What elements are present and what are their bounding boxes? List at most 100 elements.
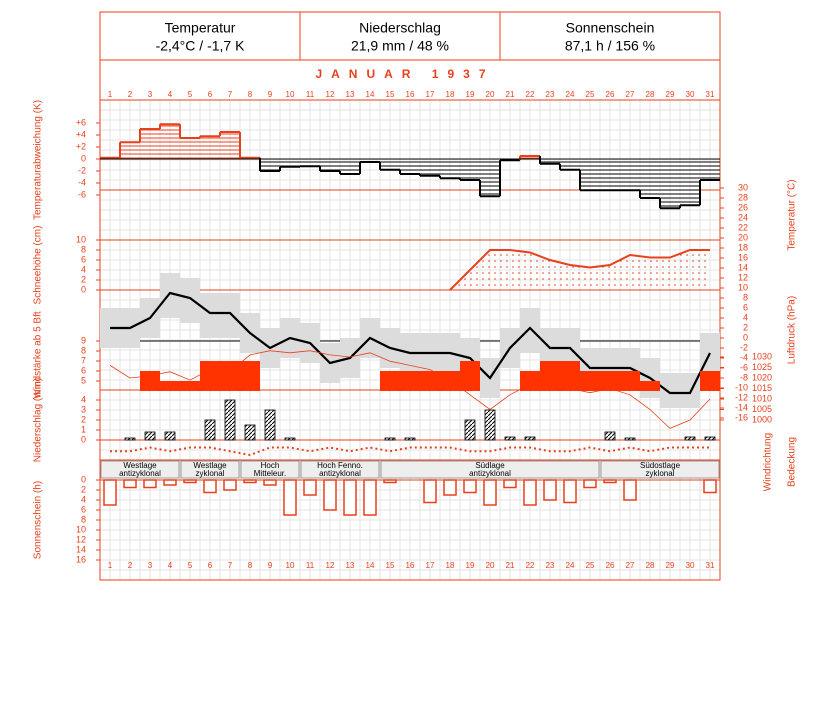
y-tick-label: +6 [76, 117, 86, 127]
bar [703, 479, 717, 494]
bar [400, 371, 420, 391]
bar [563, 479, 577, 504]
y-tick-label: 1015 [752, 383, 772, 393]
bar [103, 479, 117, 506]
bar [464, 419, 476, 441]
weather-type [300, 460, 380, 479]
day-label: 31 [706, 561, 715, 570]
day-label: 22 [526, 90, 535, 99]
y-tick-label: 1 [81, 424, 86, 434]
bar [363, 479, 377, 516]
day-label: 30 [686, 90, 695, 99]
bar [700, 371, 720, 391]
day-label: 2 [128, 90, 133, 99]
bar [560, 361, 580, 391]
day-label: 20 [486, 561, 495, 570]
bar [383, 479, 397, 484]
day-label: 4 [168, 90, 173, 99]
temperature-range [700, 333, 720, 378]
bar [440, 371, 460, 391]
bar [543, 479, 557, 501]
day-label: 5 [188, 561, 193, 570]
series-line [110, 291, 711, 395]
y-tick-label: -2 [78, 165, 86, 175]
day-label: 10 [286, 561, 295, 570]
bar [504, 436, 516, 441]
weather-type-label: Hoch Fenno. [317, 461, 363, 470]
y-tick-label: 1010 [752, 393, 772, 403]
anomaly-bar [340, 159, 360, 174]
bar [343, 479, 357, 516]
bar [323, 479, 337, 511]
anomaly-bar [360, 159, 380, 162]
bar [180, 381, 200, 391]
weather-type-label: Westlage [123, 461, 157, 470]
bar [524, 436, 536, 441]
axis-label: Schneehöhe (cm) [33, 226, 44, 305]
weather-type-label: Südlage [475, 461, 505, 470]
y-tick-label: -6 [78, 189, 86, 199]
bar [380, 371, 400, 391]
day-label: 12 [326, 561, 335, 570]
day-label: 18 [446, 90, 455, 99]
header-title: Sonnenschein [566, 20, 655, 36]
bar [204, 419, 216, 441]
bar [203, 479, 217, 494]
y-tick-label: 16 [76, 554, 86, 564]
bar [264, 409, 276, 441]
anomaly-bar [260, 159, 280, 171]
day-label: 23 [546, 561, 555, 570]
bar [240, 361, 260, 391]
anomaly-bar [520, 156, 540, 159]
day-label: 21 [506, 90, 515, 99]
bar [604, 431, 616, 441]
day-label: 29 [666, 561, 675, 570]
temperature-range [520, 308, 540, 353]
bar [244, 424, 256, 441]
bar [220, 361, 240, 391]
bar [523, 479, 537, 506]
header-title: Niederschlag [359, 20, 441, 36]
day-label: 25 [586, 561, 595, 570]
y-tick-label: 20 [738, 232, 748, 242]
y-tick-label: 2 [81, 484, 86, 494]
day-label: 29 [666, 90, 675, 99]
y-tick-label: +4 [76, 129, 86, 139]
axis-label: Windrichtung [763, 433, 774, 491]
axis-label: Temperatur (°C) [787, 179, 798, 250]
day-label: 3 [148, 561, 153, 570]
bar [540, 361, 560, 391]
anomaly-bar [380, 159, 400, 170]
header-value: -2,4°C / -1,7 K [156, 38, 246, 54]
y-tick-label: 4 [81, 264, 86, 274]
y-tick-label: 8 [81, 345, 86, 355]
y-tick-label: -14 [735, 402, 748, 412]
y-tick-label: 1000 [752, 414, 772, 424]
y-tick-label: 12 [738, 272, 748, 282]
day-label: 31 [706, 90, 715, 99]
anomaly-bar [300, 159, 320, 167]
anomaly-bar [660, 159, 680, 209]
bar [164, 431, 176, 441]
bar [163, 479, 177, 486]
y-tick-label: 8 [81, 244, 86, 254]
day-label: 8 [248, 90, 253, 99]
day-label: 9 [268, 561, 273, 570]
day-label: 1 [108, 561, 113, 570]
anomaly-bar [600, 159, 620, 191]
bar [283, 479, 297, 516]
bar [200, 361, 220, 391]
day-label: 11 [306, 90, 315, 99]
temperature-range [660, 373, 680, 408]
bar [583, 479, 597, 489]
y-tick-label: 5 [81, 375, 86, 385]
weather-type-label: Hoch [261, 461, 280, 470]
y-tick-label: 4 [81, 394, 86, 404]
y-tick-label: -6 [740, 362, 748, 372]
day-label: 25 [586, 90, 595, 99]
day-label: 13 [346, 561, 355, 570]
day-label: 7 [228, 561, 233, 570]
y-tick-label: 6 [81, 254, 86, 264]
y-tick-label: 26 [738, 202, 748, 212]
day-label: 26 [606, 561, 615, 570]
